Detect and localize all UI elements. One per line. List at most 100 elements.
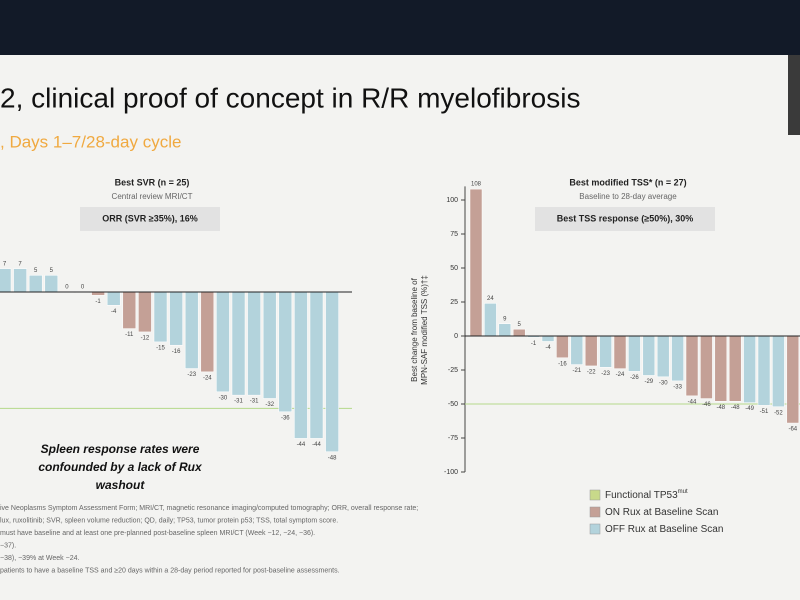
bar-value-label: -1	[531, 341, 537, 347]
bar	[512, 328, 526, 337]
bar	[613, 335, 627, 369]
summary-text: ORR (SVR ≥35%), 16%	[102, 213, 197, 223]
bar	[247, 291, 261, 396]
summary-box	[535, 207, 715, 231]
footnote: patients to have a baseline TSS and ≥20 …	[0, 567, 340, 574]
bar	[599, 335, 612, 368]
annotation: confounded by a lack of Rux	[38, 460, 203, 474]
bar-value-label: -44	[688, 399, 697, 405]
bar	[325, 291, 339, 452]
bar-value-label: -46	[702, 402, 711, 408]
bar-value-label: 5	[34, 268, 38, 274]
bar-value-label: -4	[111, 309, 117, 315]
legend-swatch	[589, 506, 601, 518]
bar-value-label: -4	[545, 345, 551, 351]
bar-value-label: -26	[630, 375, 639, 381]
bar-value-label: 0	[65, 285, 69, 291]
y-tick-label: 25	[450, 299, 458, 306]
bar	[262, 291, 277, 399]
legend-sup: mut	[678, 489, 688, 495]
slide-subtitle: , Days 1–7/28-day cycle	[0, 132, 181, 151]
summary-text: Best TSS response (≥50%), 30%	[557, 213, 694, 223]
bar	[772, 335, 785, 407]
y-tick-label: -100	[444, 469, 458, 476]
bar-value-label: 24	[487, 296, 494, 302]
slide-title: 2, clinical proof of concept in R/R myel…	[0, 82, 580, 113]
y-tick-label: -50	[448, 401, 458, 408]
bar	[714, 335, 728, 402]
y-tick-label: 75	[450, 231, 458, 238]
chart-title: Best SVR (n = 25)	[115, 177, 190, 187]
annotation: washout	[96, 478, 146, 492]
bar-value-label: -24	[203, 375, 212, 381]
summary-box	[80, 207, 220, 231]
bar-value-label: -49	[745, 406, 754, 412]
bar	[786, 335, 800, 424]
legend-text: ON Rux at Baseline Scan	[605, 507, 718, 518]
bar	[700, 335, 713, 399]
bar-value-label: -1	[95, 299, 101, 305]
video-thumbnail	[788, 55, 800, 135]
bar-value-label: 5	[518, 322, 522, 328]
bar-value-label: -44	[312, 442, 321, 448]
bar-value-label: 7	[18, 261, 22, 267]
bar	[153, 291, 168, 343]
bar-value-label: -31	[250, 399, 259, 405]
legend-label: ON Rux at Baseline Scan	[605, 507, 718, 518]
annotation: Spleen response rates were	[41, 442, 200, 456]
y-tick-label: 100	[446, 197, 458, 204]
bar	[44, 275, 59, 293]
bar	[743, 335, 756, 403]
bar	[0, 268, 12, 293]
bar	[570, 335, 584, 365]
bar	[13, 268, 27, 293]
bar	[642, 335, 656, 376]
bar-value-label: -36	[281, 415, 290, 421]
bar	[541, 335, 555, 342]
footnote: −37).	[0, 542, 16, 549]
top-bar	[0, 0, 800, 55]
chart-subtitle: Central review MRI/CT	[112, 192, 193, 201]
footnote: must have baseline and at least one pre-…	[0, 530, 315, 537]
bar	[685, 335, 699, 397]
bar	[628, 335, 641, 372]
bar	[184, 291, 199, 369]
bar-value-label: -23	[601, 371, 610, 377]
legend-text: Functional TP53	[605, 490, 678, 501]
bar-value-label: -30	[659, 380, 668, 386]
bar-value-label: 108	[471, 182, 482, 188]
bar-value-label: -22	[587, 369, 596, 375]
bar-value-label: -31	[234, 399, 243, 405]
bar-value-label: -48	[731, 405, 740, 411]
bar	[169, 291, 183, 346]
bar-value-label: -11	[125, 332, 134, 338]
bar	[28, 275, 43, 293]
bar	[469, 188, 483, 337]
bar	[671, 335, 684, 382]
bar-value-label: -33	[673, 384, 682, 390]
bar-value-label: -23	[187, 372, 196, 378]
bar	[309, 291, 324, 439]
legend-label: Functional TP53mut	[605, 489, 688, 501]
bar	[584, 335, 598, 367]
bar	[106, 291, 121, 306]
bar-value-label: -52	[774, 410, 783, 416]
bar-value-label: -16	[172, 349, 181, 355]
bar-value-label: -64	[788, 427, 797, 433]
bar-value-label: 9	[503, 316, 507, 322]
y-tick-label: -75	[448, 435, 458, 442]
bar-value-label: -48	[328, 455, 337, 461]
bar-value-label: -21	[572, 368, 581, 374]
legend-label: OFF Rux at Baseline Scan	[605, 524, 723, 535]
bar	[231, 291, 246, 396]
bar-value-label: 5	[50, 268, 54, 274]
footnote: lux, ruxolitinib; SVR, spleen volume red…	[0, 517, 338, 524]
bar	[122, 291, 137, 329]
bar-value-label: 7	[3, 261, 7, 267]
y-tick-label: 0	[454, 333, 458, 340]
bar-value-label: 0	[81, 285, 85, 291]
legend-text: OFF Rux at Baseline Scan	[605, 524, 723, 535]
bar	[498, 323, 512, 337]
bar	[484, 303, 497, 337]
